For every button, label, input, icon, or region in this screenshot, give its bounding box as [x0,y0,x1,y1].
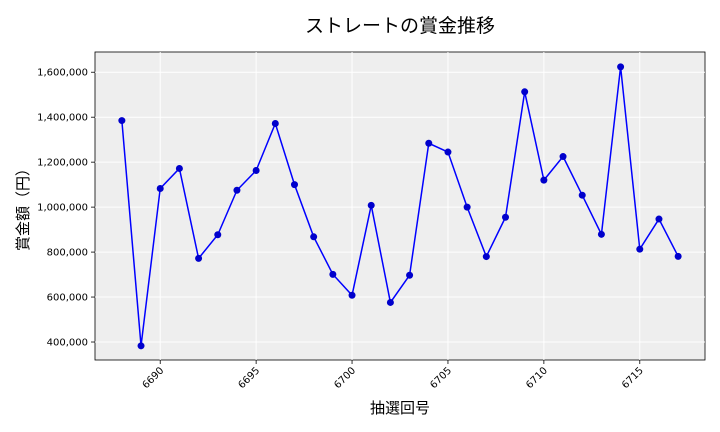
y-tick-label: 1,400,000 [37,113,88,124]
series-layer [118,63,682,350]
data-point [252,166,260,174]
x-tick-label: 6710 [524,365,550,391]
data-point [233,186,241,194]
data-point [406,271,414,279]
data-point [425,139,433,147]
data-point [118,117,126,125]
chart-title: ストレートの賞金推移 [305,15,495,37]
data-point [271,119,279,127]
data-point [386,298,394,306]
data-point [655,215,663,223]
data-point [137,342,145,350]
data-point [674,252,682,260]
data-point [367,201,375,209]
y-axis-title: 賞金額（円） [14,161,32,251]
y-tick-label: 800,000 [47,248,88,259]
x-tick-label: 6715 [620,365,646,391]
y-tick-label: 600,000 [47,293,88,304]
data-point [175,164,183,172]
data-point [636,245,644,253]
plot-area [94,51,706,361]
x-tick-label: 6700 [332,365,358,391]
data-point [214,231,222,239]
y-tick-label: 400,000 [47,338,88,349]
x-tick-label: 6705 [428,365,454,391]
y-tick-label: 1,000,000 [37,203,88,214]
y-tick-label: 1,200,000 [37,158,88,169]
x-tick-label: 6690 [141,365,167,391]
data-point [540,176,548,184]
data-point [502,213,510,221]
y-tick-label: 1,600,000 [37,68,88,79]
x-tick-label: 6695 [236,365,262,391]
data-point [559,153,567,161]
data-point [156,184,164,192]
data-point [521,88,529,96]
data-point [348,291,356,299]
data-point [482,253,490,261]
data-point [444,148,452,156]
data-point [290,181,298,189]
data-point [195,254,203,262]
data-point [597,230,605,238]
data-point [578,191,586,199]
series-line [121,66,679,346]
x-axis-title: 抽選回号 [370,399,430,417]
data-point [617,63,625,71]
grid-lines [95,52,705,360]
data-point [329,270,337,278]
data-point [463,203,471,211]
data-point [310,233,318,241]
